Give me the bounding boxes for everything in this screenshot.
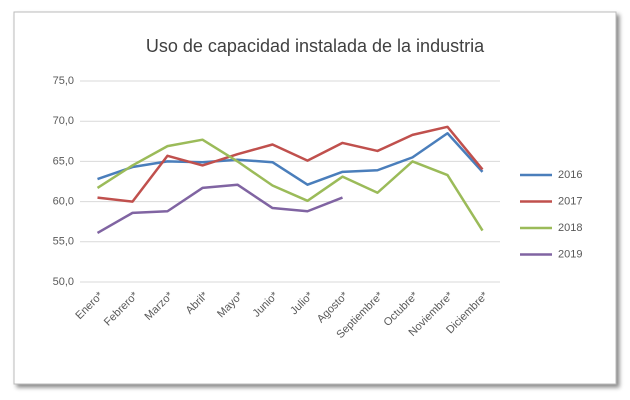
y-tick-label: 60,0 (53, 196, 74, 208)
legend-label: 2019 (558, 248, 582, 260)
chart-frame (13, 11, 617, 385)
legend-label: 2017 (558, 195, 582, 207)
legend-label: 2018 (558, 222, 582, 234)
y-tick-label: 75,0 (53, 75, 74, 87)
chart-title: Uso de capacidad instalada de la industr… (146, 36, 485, 56)
y-tick-label: 65,0 (53, 155, 74, 167)
y-tick-label: 55,0 (53, 236, 74, 248)
series-line (96, 183, 343, 235)
series-line (96, 138, 484, 232)
series-line (97, 125, 484, 203)
y-tick-label: 50,0 (53, 276, 74, 288)
legend-label: 2016 (558, 169, 582, 181)
y-tick-label: 70,0 (53, 115, 74, 127)
